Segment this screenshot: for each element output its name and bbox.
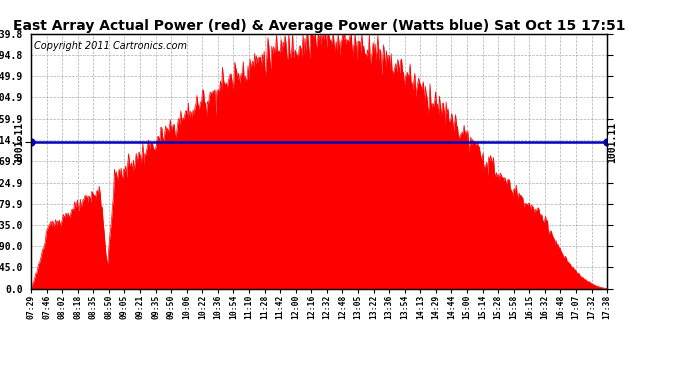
Text: 1001.11: 1001.11 <box>607 122 617 163</box>
Text: Copyright 2011 Cartronics.com: Copyright 2011 Cartronics.com <box>34 41 187 51</box>
Title: East Array Actual Power (red) & Average Power (Watts blue) Sat Oct 15 17:51: East Array Actual Power (red) & Average … <box>13 19 625 33</box>
